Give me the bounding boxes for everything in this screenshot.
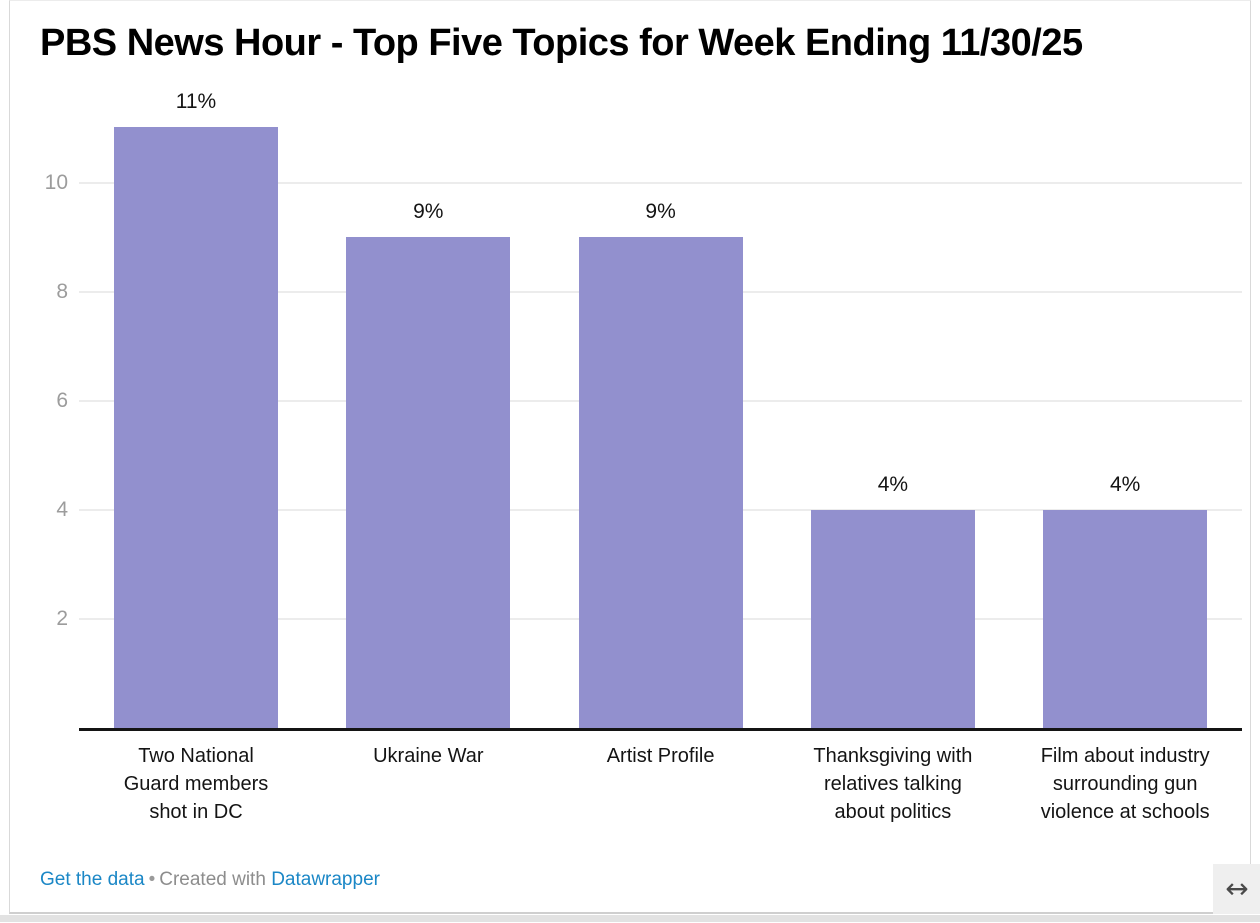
bar-value-label: 9%: [413, 199, 444, 223]
y-tick-label: 2: [56, 607, 68, 631]
x-axis-line: [79, 728, 1242, 731]
bar-value-label: 4%: [1110, 472, 1141, 496]
y-gridline: [79, 181, 1242, 184]
y-tick-label: 4: [56, 498, 68, 522]
horizontal-resize-icon: ↔: [1225, 872, 1249, 905]
category-label: Thanksgiving with relatives talking abou…: [813, 745, 973, 823]
bar[interactable]: [810, 509, 975, 728]
category-label: Artist Profile: [606, 745, 715, 767]
category-label: Ukraine War: [373, 745, 484, 767]
chart-title: PBS News Hour - Top Five Topics for Week…: [40, 22, 1083, 64]
bar-value-label: 11%: [175, 90, 217, 114]
resize-button[interactable]: ↔: [1213, 864, 1260, 914]
chart-card: PBS News Hour - Top Five Topics for Week…: [9, 0, 1260, 914]
footer-separator: •: [148, 869, 156, 890]
datawrapper-link[interactable]: Datawrapper: [271, 869, 380, 890]
bar-chart-plot-area: 2 4 6 8 10 11% Two National Guard members shot…: [10, 1, 1260, 923]
bottom-strip: [0, 915, 1260, 922]
footer-credit-text: Created with: [159, 869, 266, 890]
footer: Get the data • Created with Datawrapper: [40, 869, 380, 891]
category-label: Film about industry surrounding gun viol…: [1040, 745, 1210, 823]
bar-value-label: 9%: [645, 199, 676, 223]
bar[interactable]: [114, 127, 278, 728]
bar[interactable]: [1043, 509, 1208, 728]
y-tick-label: 10: [44, 170, 68, 194]
y-tick-label: 8: [56, 279, 68, 303]
bar[interactable]: [346, 236, 511, 728]
y-tick-label: 6: [56, 388, 68, 412]
bar[interactable]: [578, 236, 743, 728]
category-label: Two National Guard members shot in DC: [123, 745, 269, 823]
get-the-data-link[interactable]: Get the data: [40, 869, 145, 890]
bar-value-label: 4%: [877, 472, 909, 496]
